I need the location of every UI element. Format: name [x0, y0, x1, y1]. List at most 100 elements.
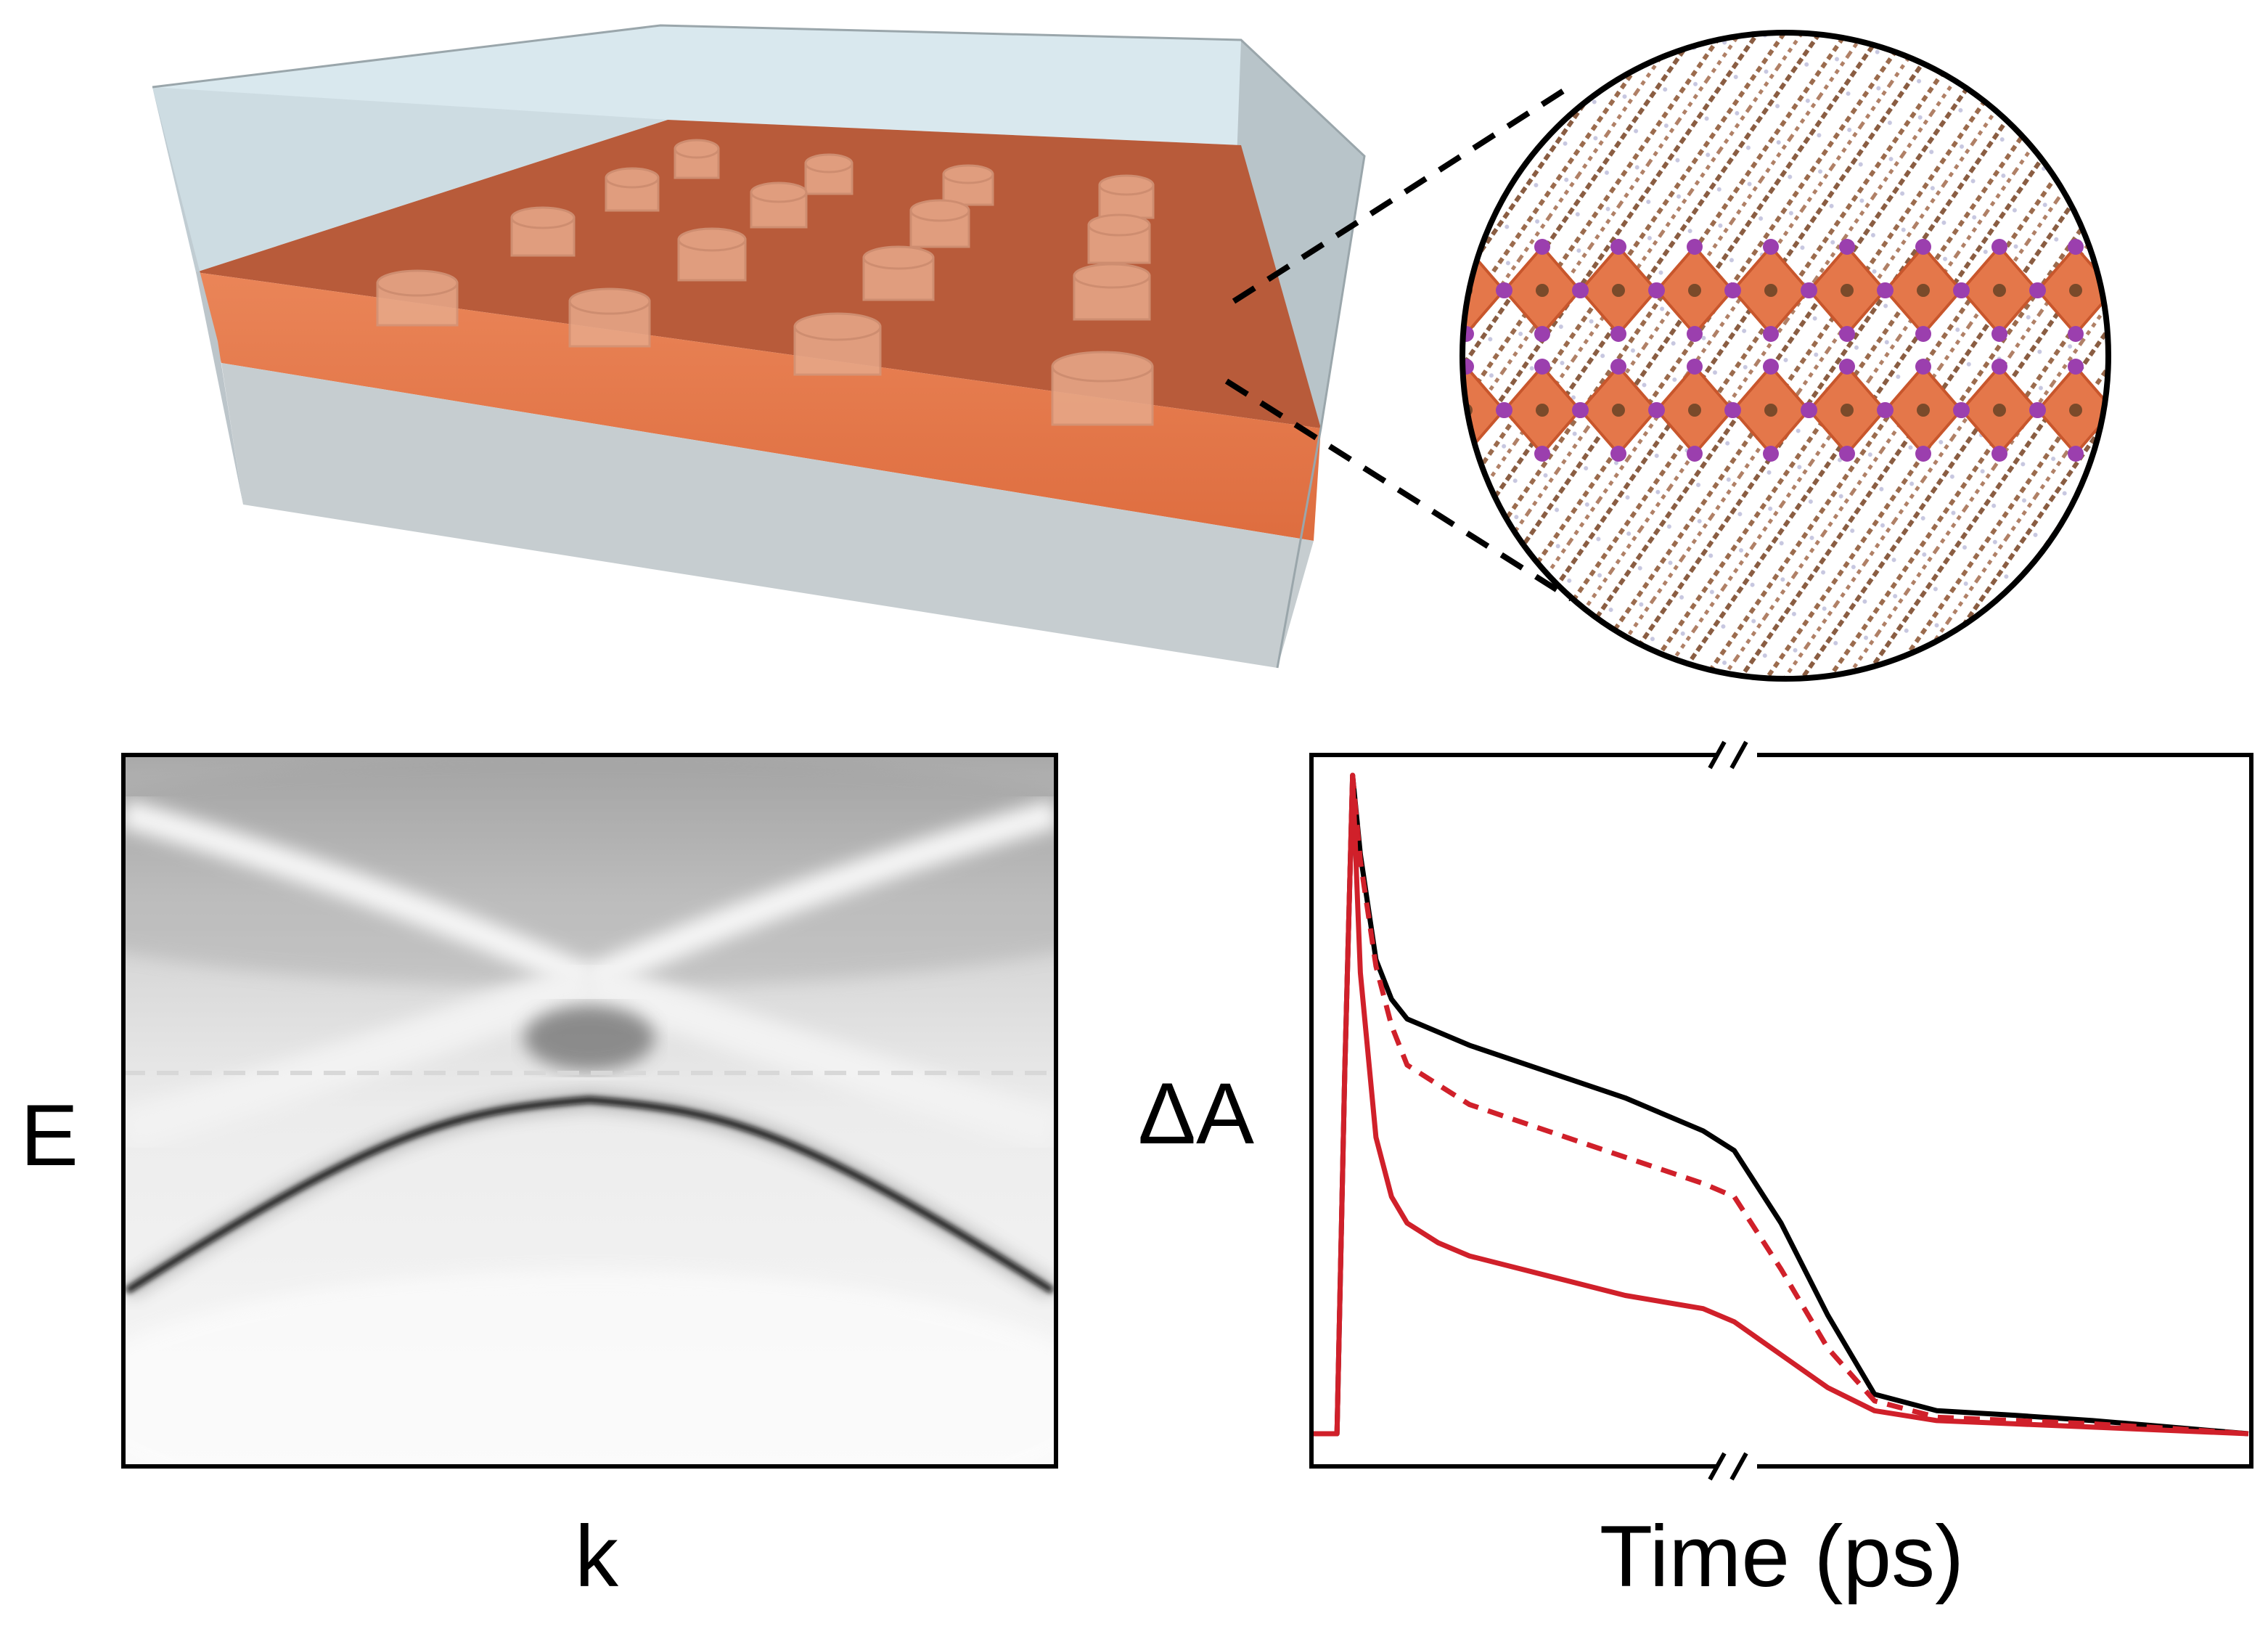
series-group: [1314, 772, 2249, 1437]
halide-atom: [1801, 402, 1817, 418]
halide-atom: [1497, 282, 1512, 298]
halide-atom: [1420, 402, 1436, 418]
halide-atom: [1687, 326, 1703, 342]
nanopillar: [510, 206, 576, 257]
lower-band-right: [581, 959, 1056, 1154]
zoom-circle-border: [1460, 30, 2111, 682]
series-line-3: [1314, 772, 2249, 1437]
metal-atom: [2069, 284, 2082, 297]
nanopillar: [1087, 213, 1151, 264]
halide-atom: [2068, 326, 2084, 342]
halide-atom: [2068, 239, 2084, 255]
halide-atom: [2105, 402, 2108, 418]
halide-atom: [1649, 402, 1665, 418]
halide-atom: [1725, 402, 1741, 418]
axis-break-top: [1708, 740, 1757, 769]
halide-atom: [1610, 239, 1626, 255]
halide-atom: [1687, 446, 1703, 462]
halide-atom: [1534, 446, 1550, 462]
halide-atom: [1991, 326, 2007, 342]
halide-atom: [1610, 359, 1626, 375]
halide-atom: [1462, 359, 1474, 375]
glass-front-upper: [152, 87, 668, 272]
halide-atom: [1534, 326, 1550, 342]
metal-atom: [1841, 284, 1854, 297]
glass-edges: [152, 24, 1366, 669]
chart-xlabel: Time (ps): [1600, 1508, 1964, 1605]
upper-band-left: [123, 799, 596, 994]
nanopillar: [568, 287, 651, 348]
nanopillar: [909, 199, 970, 248]
halide-atom: [1534, 239, 1550, 255]
halide-atom: [1763, 359, 1779, 375]
halide-atom: [1462, 446, 1474, 462]
inorganic-octahedra-layer: [1420, 239, 2108, 462]
band-dispersion-map: E k: [20, 753, 1058, 1605]
nanopillar: [793, 312, 882, 376]
perovskite-top-face: [196, 120, 1321, 428]
halide-atom: [2030, 402, 2046, 418]
glass-front-lower: [221, 363, 1314, 668]
device-schematic: [152, 24, 1366, 669]
axis-break-bottom: [1708, 1452, 1757, 1481]
halide-atom: [1915, 359, 1931, 375]
band-map-ylabel: E: [20, 1087, 78, 1184]
halide-atom: [1991, 359, 2007, 375]
halide-atom: [1534, 359, 1550, 375]
crystal-structure-zoom: [1420, 30, 2111, 682]
halide-atom: [1420, 282, 1436, 298]
halide-atom: [1878, 282, 1894, 298]
perovskite-front-face: [196, 272, 1321, 541]
band-map-xlabel: k: [575, 1508, 619, 1605]
halide-atom: [1462, 239, 1474, 255]
nanopillar: [1051, 351, 1154, 426]
metal-atom: [2069, 404, 2082, 417]
metal-atom: [1764, 404, 1777, 417]
halide-atom: [1687, 239, 1703, 255]
metal-atom: [1917, 404, 1930, 417]
metal-atom: [1536, 284, 1549, 297]
halide-atom: [2068, 359, 2084, 375]
halide-atom: [1915, 446, 1931, 462]
halide-atom: [1763, 326, 1779, 342]
halide-atom: [2068, 446, 2084, 462]
polariton-band: [125, 1096, 1055, 1294]
metal-atom: [1764, 284, 1777, 297]
upper-band-right: [583, 799, 1056, 994]
transient-absorption-chart: ΔA Time (ps): [1138, 740, 2253, 1605]
glass-right-face: [1234, 40, 1364, 428]
halide-atom: [1991, 239, 2007, 255]
zoom-line-top: [1232, 81, 1577, 304]
nanopillar: [674, 139, 720, 179]
metal-atom: [1917, 284, 1930, 297]
metal-atom: [1536, 404, 1549, 417]
halide-atom: [1839, 239, 1855, 255]
halide-atom: [1573, 282, 1589, 298]
halide-atom: [1991, 446, 2007, 462]
halide-atom: [1878, 402, 1894, 418]
metal-atom: [1993, 284, 2006, 297]
metal-atom: [1688, 284, 1701, 297]
chart-frame: [1309, 753, 2253, 1469]
nanopillar: [677, 227, 747, 282]
nanopillar-array: [376, 139, 1155, 426]
metal-atom: [1841, 404, 1854, 417]
metal-atom: [1688, 404, 1701, 417]
halide-atom: [1462, 326, 1474, 342]
nanopillar: [862, 245, 935, 301]
halide-atom: [1801, 282, 1817, 298]
halide-atom: [2030, 282, 2046, 298]
halide-atom: [1954, 402, 1970, 418]
halide-atom: [1497, 402, 1512, 418]
lower-band-left: [123, 959, 597, 1154]
nanopillar: [804, 153, 853, 195]
halide-atom: [1610, 446, 1626, 462]
series-line-2: [1314, 772, 2249, 1437]
halide-atom: [1839, 359, 1855, 375]
halide-atom: [1954, 282, 1970, 298]
halide-atom: [2105, 282, 2108, 298]
halide-atom: [1839, 326, 1855, 342]
nanopillar: [1073, 263, 1151, 321]
gap-shading: [524, 1005, 655, 1071]
